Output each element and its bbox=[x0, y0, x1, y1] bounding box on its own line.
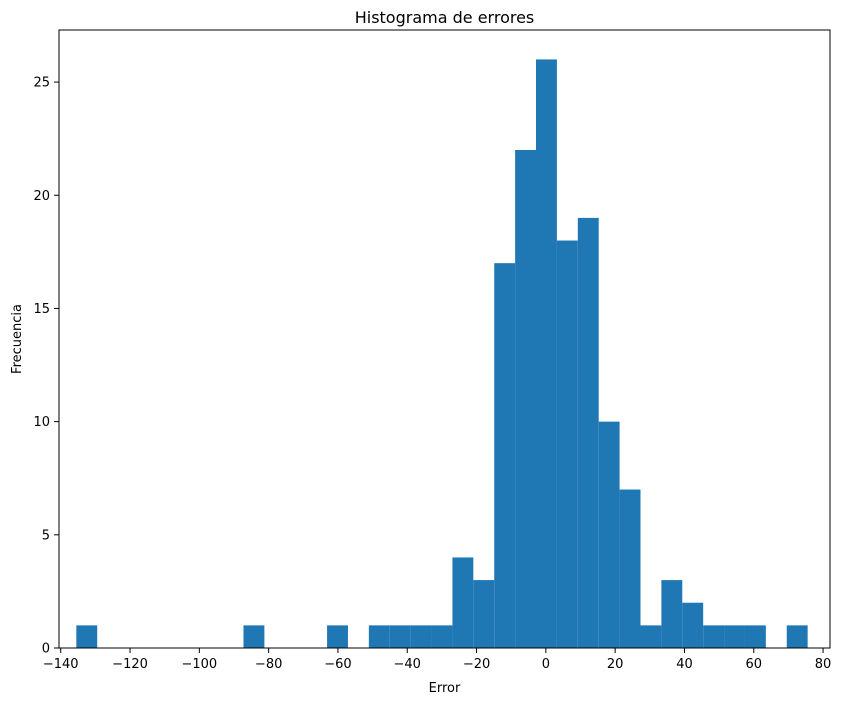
histogram-bar bbox=[661, 580, 683, 648]
x-tick-label: 60 bbox=[745, 657, 762, 672]
histogram-bar bbox=[494, 263, 516, 648]
histogram-bar bbox=[577, 217, 599, 648]
x-tick-label: −120 bbox=[112, 657, 148, 672]
y-tick-label: 0 bbox=[42, 642, 50, 657]
histogram-bar bbox=[76, 625, 98, 648]
histogram-bar bbox=[786, 625, 808, 648]
x-axis-ticks: −140 −120 −100 −80 −60 −40 −20 0 20 40 60 80 bbox=[43, 648, 831, 672]
histogram-bar bbox=[243, 625, 265, 648]
histogram-bar bbox=[682, 602, 704, 648]
histogram-bar bbox=[536, 59, 557, 648]
histogram-bar bbox=[368, 625, 390, 648]
y-tick-label: 25 bbox=[33, 76, 50, 91]
chart-title: Histograma de errores bbox=[355, 8, 535, 27]
histogram-bar bbox=[452, 557, 474, 648]
histogram-bar bbox=[473, 580, 495, 648]
histogram-bar bbox=[703, 625, 725, 648]
histogram-bar bbox=[619, 489, 641, 648]
x-tick-label: 40 bbox=[676, 657, 693, 672]
histogram-bar bbox=[515, 149, 537, 648]
y-tick-label: 15 bbox=[33, 302, 50, 317]
x-tick-label: −80 bbox=[255, 657, 282, 672]
bars-group bbox=[76, 59, 808, 648]
histogram-bar bbox=[327, 625, 348, 648]
histogram-bar bbox=[598, 421, 620, 648]
histogram-bar bbox=[389, 625, 411, 648]
x-tick-label: −100 bbox=[181, 657, 217, 672]
y-tick-label: 5 bbox=[42, 528, 50, 543]
histogram-bar bbox=[556, 240, 578, 648]
histogram-bar bbox=[640, 625, 662, 648]
x-tick-label: 80 bbox=[815, 657, 832, 672]
x-tick-label: 20 bbox=[607, 657, 624, 672]
y-tick-label: 20 bbox=[33, 189, 50, 204]
x-tick-label: −140 bbox=[43, 657, 79, 672]
x-tick-label: −60 bbox=[324, 657, 351, 672]
plot-frame bbox=[58, 29, 831, 649]
x-axis-label: Error bbox=[429, 681, 461, 696]
y-axis-ticks: 0 5 10 15 20 25 bbox=[33, 76, 59, 657]
x-tick-label: −40 bbox=[394, 657, 421, 672]
x-tick-label: 0 bbox=[542, 657, 550, 672]
y-tick-label: 10 bbox=[33, 415, 50, 430]
histogram-bar bbox=[431, 625, 453, 648]
histogram-bar bbox=[744, 625, 766, 648]
histogram-bar bbox=[410, 625, 432, 648]
x-tick-label: −20 bbox=[463, 657, 490, 672]
y-axis-label: Frecuencia bbox=[10, 304, 25, 374]
histogram-bar bbox=[724, 625, 745, 648]
